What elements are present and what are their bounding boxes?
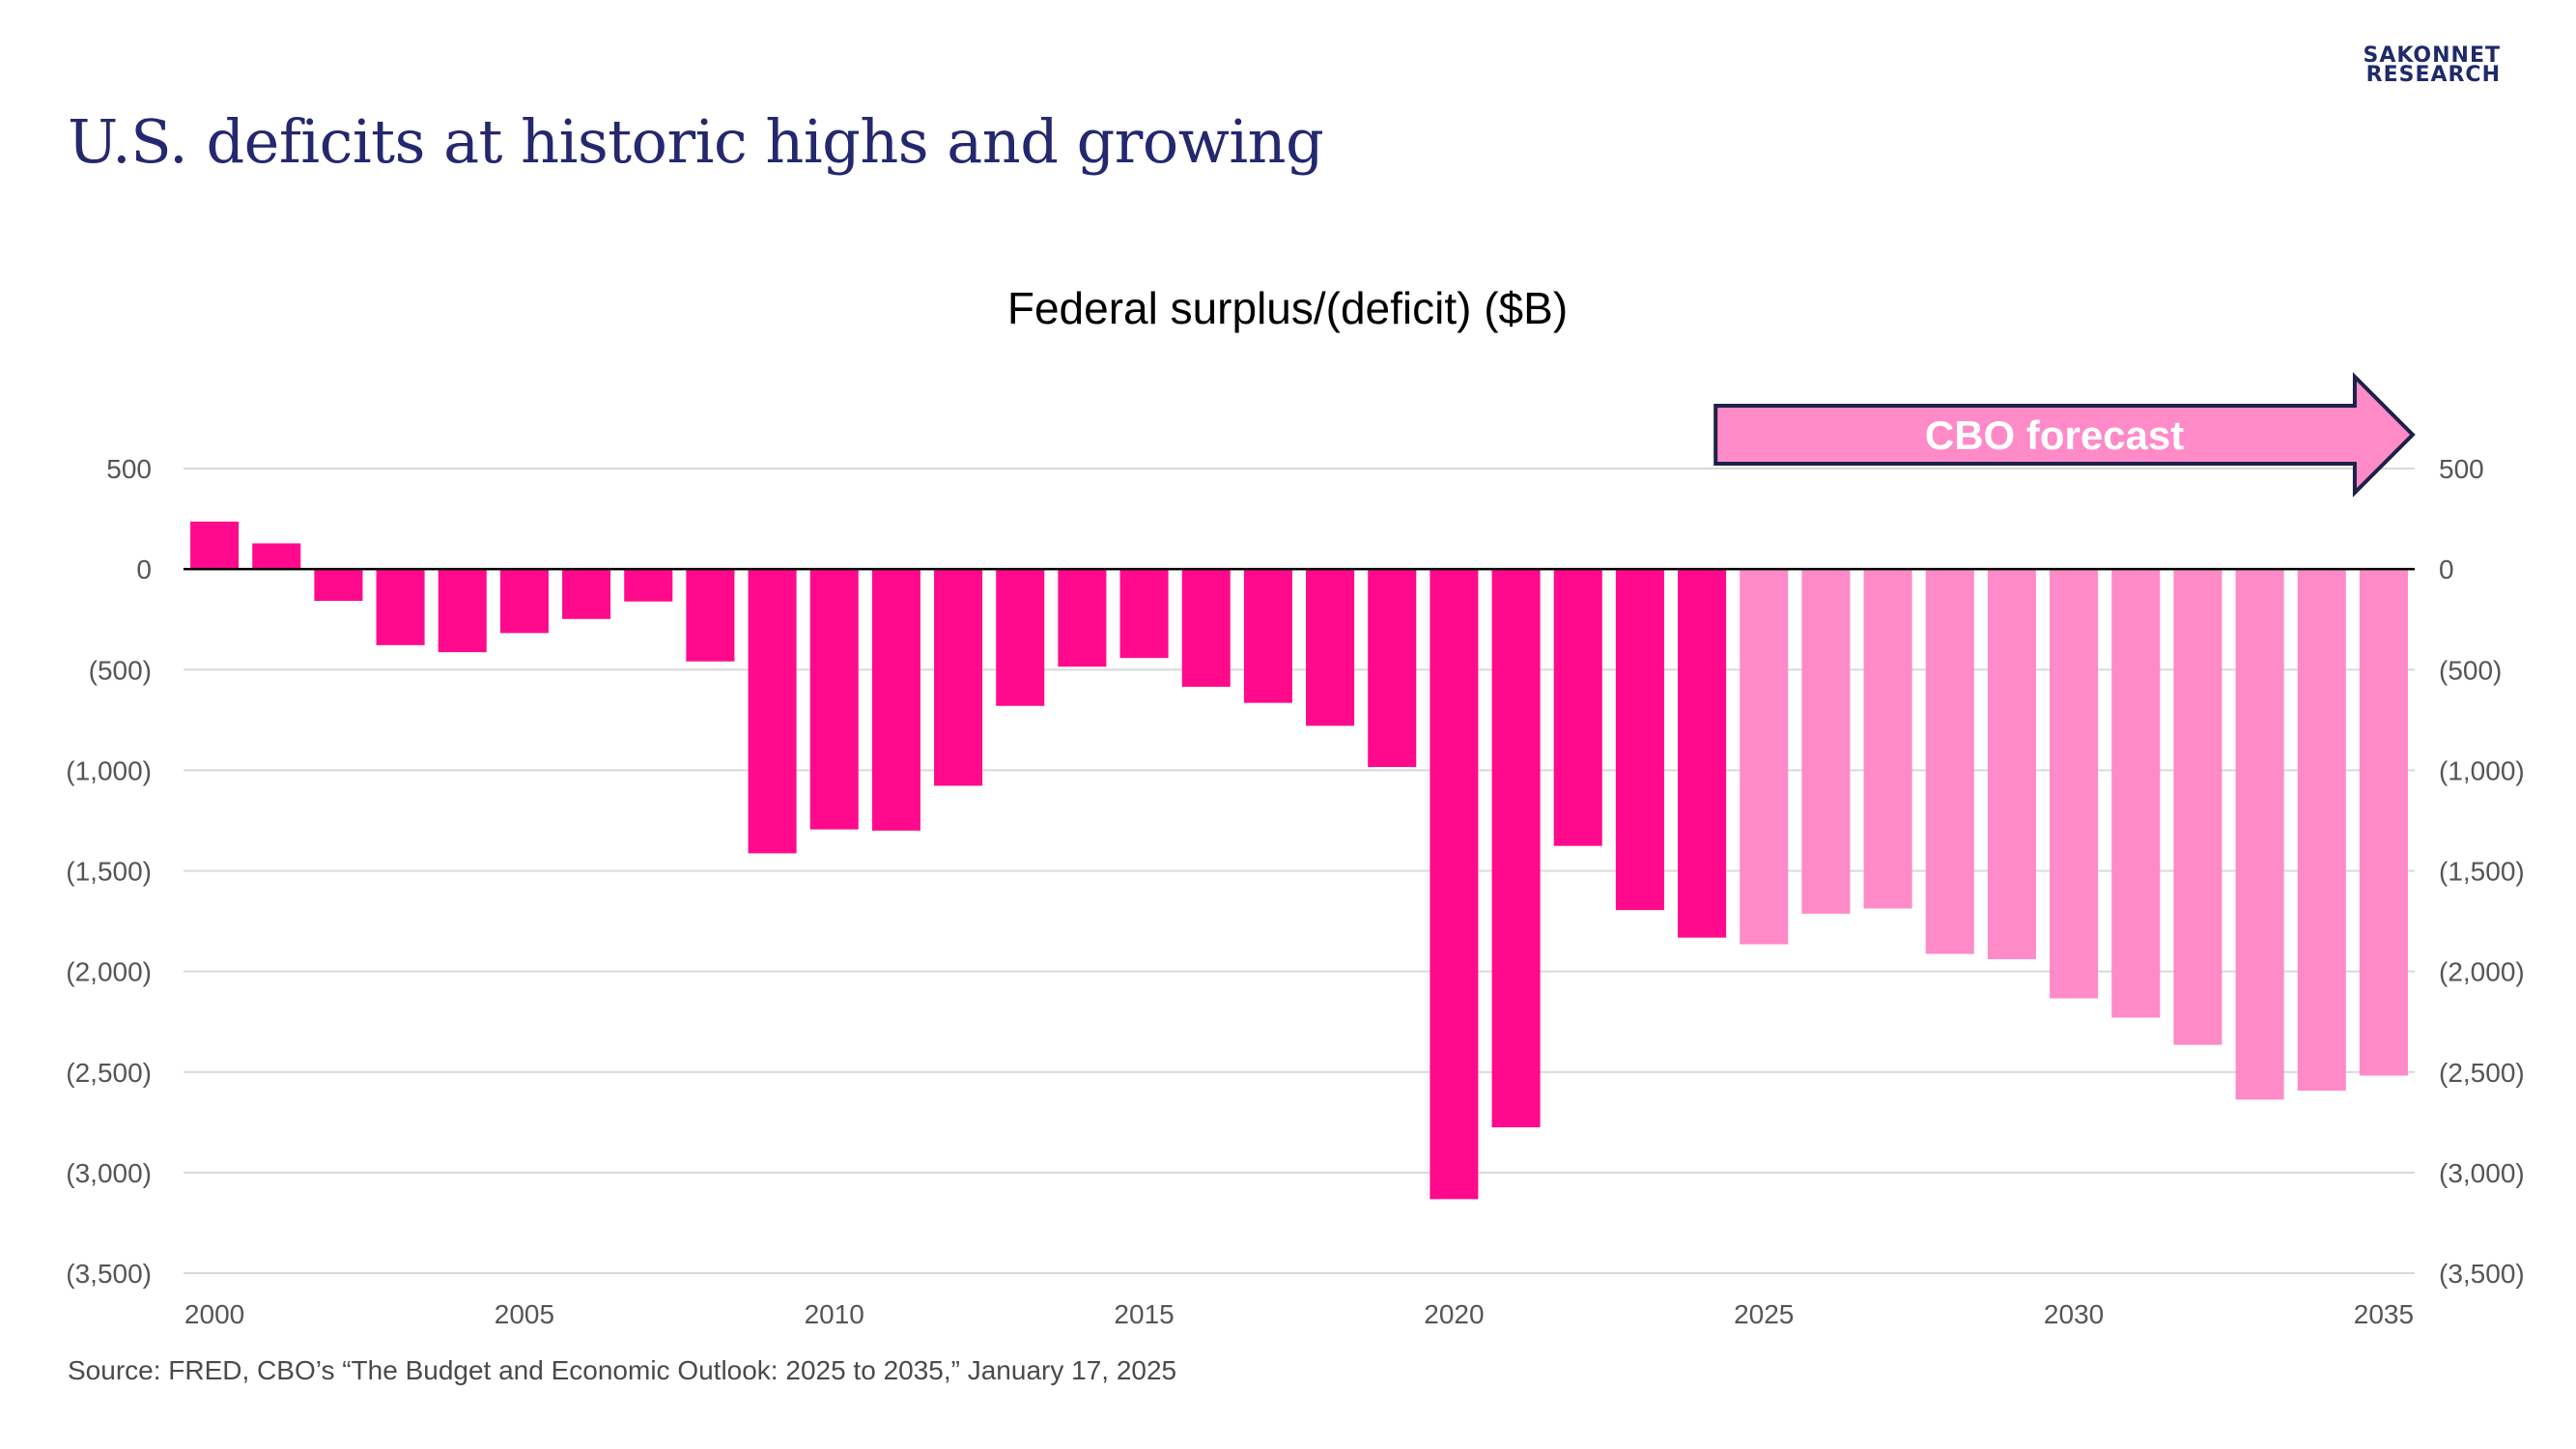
- company-logo: SAKONNET RESEARCH: [2363, 43, 2502, 87]
- forecast-bar-2031: [2111, 569, 2161, 1018]
- y-tick-label-right: (3,000): [2439, 1158, 2525, 1188]
- source-note: Source: FRED, CBO’s “The Budget and Econ…: [68, 1355, 1177, 1385]
- actual-bar-2019: [1368, 569, 1417, 768]
- cbo-forecast-arrow: CBO forecast: [1713, 372, 2416, 497]
- slide-title: U.S. deficits at historic highs and grow…: [68, 106, 1324, 177]
- y-tick-label-right: 500: [2439, 454, 2484, 484]
- y-tick-label-right: (2,000): [2439, 957, 2525, 987]
- y-tick-label-right: (1,500): [2439, 857, 2525, 887]
- y-tick-label-right: (500): [2439, 655, 2502, 685]
- forecast-bar-2032: [2173, 569, 2222, 1045]
- x-tick-label: 2030: [2044, 1299, 2104, 1329]
- x-tick-label: 2005: [495, 1299, 554, 1329]
- y-tick-label-left: (3,000): [66, 1158, 152, 1188]
- x-axis: 2000 2005 2010 2015 2020 2025 2030 2035: [184, 1299, 2414, 1329]
- actual-bar-2009: [748, 569, 797, 854]
- actual-bar-2014: [1058, 569, 1107, 668]
- actual-bar-2018: [1306, 569, 1355, 726]
- gridlines: [184, 468, 2415, 1274]
- forecast-bar-2027: [1863, 569, 1912, 909]
- forecast-bar-2028: [1925, 569, 1974, 954]
- logo-line-2: RESEARCH: [2365, 63, 2501, 87]
- x-tick-label: 2025: [1734, 1299, 1794, 1329]
- logo-line-1: SAKONNET: [2363, 43, 2501, 68]
- y-tick-label-right: 0: [2439, 554, 2454, 584]
- actual-bar-2013: [996, 569, 1045, 706]
- actual-bar-2020: [1430, 569, 1479, 1200]
- actual-bar-2011: [871, 569, 920, 831]
- actual-bar-2017: [1243, 569, 1292, 703]
- actual-bar-2021: [1491, 569, 1541, 1128]
- y-tick-label-left: (3,500): [66, 1259, 152, 1289]
- y-tick-label-left: (1,000): [66, 755, 152, 785]
- actual-bar-2008: [686, 569, 735, 662]
- actual-bar-2007: [624, 569, 673, 602]
- actual-bar-2022: [1553, 569, 1602, 846]
- actual-bar-2010: [809, 569, 859, 830]
- actual-bar-2016: [1181, 569, 1231, 687]
- y-tick-label-left: (500): [89, 655, 152, 685]
- x-tick-label: 2015: [1114, 1299, 1174, 1329]
- y-axis-left: 500 0 (500) (1,000) (1,500) (2,000) (2,500) (3,…: [66, 454, 152, 1289]
- x-tick-label: 2010: [805, 1299, 864, 1329]
- forecast-bar-2033: [2235, 569, 2284, 1100]
- actual-bar-2001: [252, 543, 301, 570]
- y-tick-label-left: 500: [106, 454, 152, 484]
- actual-bar-2024: [1678, 569, 1727, 938]
- actual-bar-2004: [438, 569, 487, 653]
- forecast-bar-2030: [2050, 569, 2099, 999]
- actual-bar-2006: [562, 569, 611, 619]
- forecast-arrow-label: CBO forecast: [1925, 412, 2184, 458]
- x-tick-label: 2020: [1424, 1299, 1484, 1329]
- forecast-bar-2026: [1801, 569, 1851, 914]
- chart-title: Federal surplus/(deficit) ($B): [1007, 283, 1568, 333]
- y-axis-right: 500 0 (500) (1,000) (1,500) (2,000) (2,500) (3,…: [2439, 454, 2525, 1289]
- forecast-bar-2035: [2359, 569, 2408, 1076]
- y-tick-label-left: (2,500): [66, 1058, 152, 1088]
- y-tick-label-left: (1,500): [66, 857, 152, 887]
- y-tick-label-left: (2,000): [66, 957, 152, 987]
- forecast-bar-2034: [2297, 569, 2346, 1092]
- x-tick-label: 2000: [184, 1299, 244, 1329]
- y-tick-label-left: 0: [136, 554, 152, 584]
- y-tick-label-right: (1,000): [2439, 755, 2525, 785]
- x-tick-label: 2035: [2354, 1299, 2414, 1329]
- y-tick-label-right: (3,500): [2439, 1259, 2525, 1289]
- actual-bar-2023: [1615, 569, 1664, 911]
- forecast-bar-2025: [1740, 569, 1789, 945]
- forecast-bar-2029: [1987, 569, 2036, 959]
- actual-bar-2000: [190, 521, 240, 570]
- actual-bar-2002: [314, 569, 363, 602]
- actual-bar-2015: [1119, 569, 1169, 659]
- y-tick-label-right: (2,500): [2439, 1058, 2525, 1088]
- forecast-arrow-shape: [1713, 372, 2416, 497]
- actual-bar-2012: [934, 569, 983, 786]
- actual-bar-2003: [376, 569, 425, 645]
- actual-bar-2005: [499, 569, 549, 634]
- bars: [190, 521, 2408, 1200]
